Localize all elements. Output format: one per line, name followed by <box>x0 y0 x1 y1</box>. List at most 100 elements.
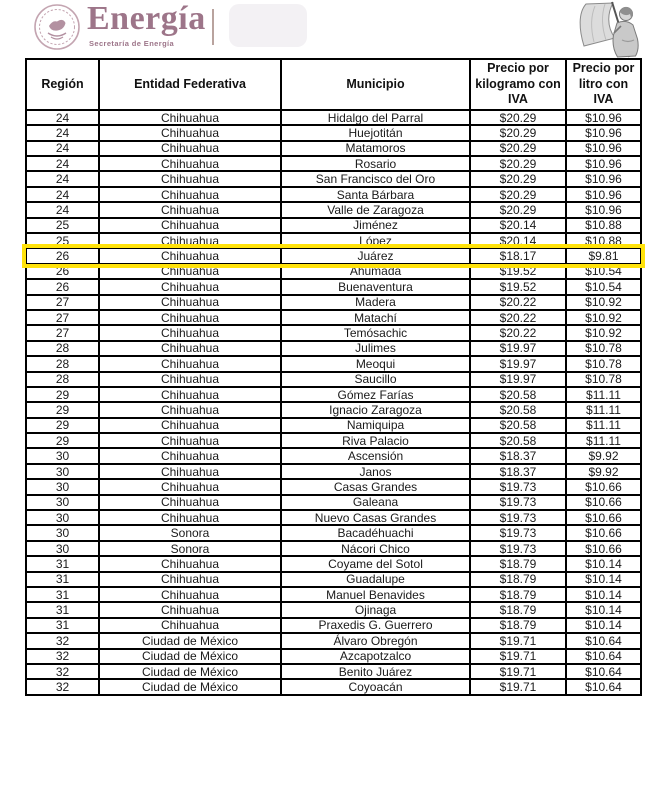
table-cell: Meoqui <box>280 355 471 373</box>
table-cell: 24 <box>25 185 100 204</box>
table-cell: $20.58 <box>469 416 567 435</box>
table-cell: Álvaro Obregón <box>280 632 471 650</box>
table-cell: Galeana <box>280 493 471 512</box>
table-cell: $19.71 <box>469 678 567 696</box>
table-cell: Valle de Zaragoza <box>280 201 471 219</box>
table-cell: 24 <box>25 108 100 127</box>
table-cell: Chihuahua <box>98 108 282 127</box>
table-cell: 28 <box>25 339 100 358</box>
table-cell: Chihuahua <box>98 555 282 573</box>
table-row: 31 Chihuahua Coyame del Sotol $18.79 $10.14 <box>25 555 642 573</box>
table-cell: 30 <box>25 539 100 558</box>
table-cell: $18.79 <box>469 601 567 619</box>
table-cell: Ahumada <box>280 262 471 281</box>
table-cell: 29 <box>25 401 100 419</box>
table-cell: Juárez <box>280 247 471 265</box>
table-cell: $19.97 <box>469 370 567 388</box>
column-header: Precio por kilogramo con IVA <box>469 58 567 111</box>
table-row: 30 Chihuahua Galeana $19.73 $10.66 <box>25 493 642 512</box>
table-cell: Matamoros <box>280 139 471 158</box>
table-row: 32 Ciudad de México Coyoacán $19.71 $10.64 <box>25 678 642 696</box>
table-cell: Chihuahua <box>98 339 282 358</box>
table-cell: 28 <box>25 370 100 388</box>
table-cell: $18.79 <box>469 616 567 635</box>
woman-with-mexican-flag-illustration <box>579 1 639 58</box>
table-cell: Chihuahua <box>98 201 282 219</box>
table-cell: $19.71 <box>469 647 567 665</box>
table-cell: Chihuahua <box>98 170 282 188</box>
table-cell: Chihuahua <box>98 385 282 404</box>
table-cell: Ciudad de México <box>98 647 282 665</box>
table-cell: 26 <box>25 278 100 296</box>
table-cell: $19.73 <box>469 478 567 496</box>
table-cell: Namiquipa <box>280 416 471 435</box>
table-cell: $19.73 <box>469 493 567 512</box>
table-cell: 30 <box>25 493 100 512</box>
table-cell: Manuel Benavides <box>280 585 471 604</box>
table-cell: Chihuahua <box>98 155 282 173</box>
table-cell: Chihuahua <box>98 231 282 250</box>
table-cell: $20.29 <box>469 108 567 127</box>
table-cell: Matachí <box>280 308 471 327</box>
table-cell: Ignacio Zaragoza <box>280 401 471 419</box>
table-cell: $10.66 <box>565 539 642 558</box>
agency-wordmark: Energía <box>87 0 206 37</box>
table-cell: $10.14 <box>565 616 642 635</box>
table-cell: Sonora <box>98 524 282 542</box>
table-row: 27 Chihuahua Madera $20.22 $10.92 <box>25 293 642 311</box>
table-row: 26 Chihuahua Ahumada $19.52 $10.54 <box>25 262 642 281</box>
table-cell: Azcapotzalco <box>280 647 471 665</box>
table-cell: 30 <box>25 478 100 496</box>
table-cell: Sonora <box>98 539 282 558</box>
table-cell: $10.14 <box>565 570 642 589</box>
table-cell: $20.29 <box>469 170 567 188</box>
table-cell: $10.78 <box>565 339 642 358</box>
table-cell: Chihuahua <box>98 447 282 465</box>
table-cell: Nuevo Casas Grandes <box>280 509 471 527</box>
table-cell: $20.58 <box>469 401 567 419</box>
table-cell: Gómez Farías <box>280 385 471 404</box>
table-cell: $20.29 <box>469 201 567 219</box>
table-cell: $19.52 <box>469 262 567 281</box>
table-cell: Coyoacán <box>280 678 471 696</box>
table-cell: Chihuahua <box>98 355 282 373</box>
table-cell: $10.64 <box>565 678 642 696</box>
table-cell: Ciudad de México <box>98 662 282 681</box>
table-cell: Chihuahua <box>98 139 282 158</box>
table-row: 31 Chihuahua Ojinaga $18.79 $10.14 <box>25 601 642 619</box>
table-cell: 24 <box>25 201 100 219</box>
table-cell: 27 <box>25 308 100 327</box>
table-cell: 32 <box>25 632 100 650</box>
table-cell: $10.88 <box>565 231 642 250</box>
table-cell: Chihuahua <box>98 601 282 619</box>
table-cell: $19.52 <box>469 278 567 296</box>
highlighted-table-row: 26 Chihuahua Juárez $18.17 $9.81 <box>22 244 645 268</box>
table-cell: Chihuahua <box>98 370 282 388</box>
table-row: 27 Chihuahua Temósachic $20.22 $10.92 <box>25 324 642 342</box>
table-cell: $19.97 <box>469 339 567 358</box>
table-row: 32 Ciudad de México Azcapotzalco $19.71 $10.… <box>25 647 642 665</box>
table-cell: 31 <box>25 585 100 604</box>
table-cell: 30 <box>25 509 100 527</box>
table-cell: 32 <box>25 662 100 681</box>
table-cell: Chihuahua <box>98 570 282 589</box>
table-cell: Chihuahua <box>98 124 282 142</box>
table-cell: Chihuahua <box>98 247 282 265</box>
faded-logo-area <box>229 4 307 47</box>
table-cell: Riva Palacio <box>280 432 471 450</box>
table-cell: Praxedis G. Guerrero <box>280 616 471 635</box>
table-row: 29 Chihuahua Ignacio Zaragoza $20.58 $11.11 <box>25 401 642 419</box>
table-cell: $19.73 <box>469 539 567 558</box>
table-cell: 27 <box>25 324 100 342</box>
table-cell: Saucillo <box>280 370 471 388</box>
table-cell: $9.92 <box>565 447 642 465</box>
table-cell: 29 <box>25 432 100 450</box>
table-cell: 24 <box>25 139 100 158</box>
table-cell: $10.66 <box>565 493 642 512</box>
table-row: 29 Chihuahua Gómez Farías $20.58 $11.11 <box>25 385 642 404</box>
table-cell: $18.17 <box>469 247 567 265</box>
table-row: 24 Chihuahua Huejotitán $20.29 $10.96 <box>25 124 642 142</box>
table-row: 24 Chihuahua Santa Bárbara $20.29 $10.96 <box>25 185 642 204</box>
table-row: 24 Chihuahua Valle de Zaragoza $20.29 $10.96 <box>25 201 642 219</box>
table-row: 28 Chihuahua Saucillo $19.97 $10.78 <box>25 370 642 388</box>
